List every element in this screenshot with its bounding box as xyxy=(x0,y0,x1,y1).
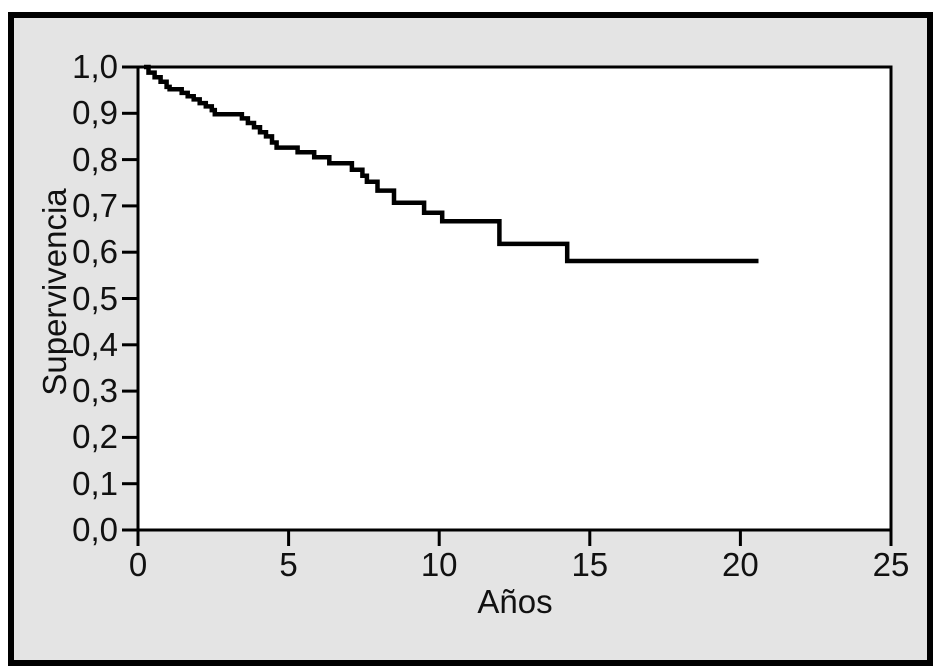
x-tick-label: 20 xyxy=(722,546,759,583)
kaplan-meier-curve xyxy=(144,64,759,264)
y-tick-label: 0,1 xyxy=(72,464,118,502)
y-tick-label: 0,7 xyxy=(72,186,118,224)
axis-ticks xyxy=(122,65,893,546)
y-axis-title: Supervivencia xyxy=(36,188,73,396)
x-tick-label: 25 xyxy=(872,546,910,583)
y-tick-label: 0,4 xyxy=(72,325,118,363)
y-tick-label: 0,6 xyxy=(72,233,118,271)
y-tick-label: 0,0 xyxy=(72,511,118,548)
x-tick-label: 15 xyxy=(571,546,609,583)
y-tick-label: 1,0 xyxy=(72,48,118,85)
x-tick-label: 0 xyxy=(128,546,148,583)
x-axis-title: Años xyxy=(477,583,553,620)
y-tick-label: 0,9 xyxy=(72,94,118,132)
y-tick-label: 0,5 xyxy=(72,279,118,317)
x-tick-label: 10 xyxy=(420,546,458,583)
y-tick-label: 0,2 xyxy=(72,418,118,456)
y-tick-label: 0,8 xyxy=(72,140,118,178)
x-tick-label: 5 xyxy=(279,546,298,583)
y-tick-label: 0,3 xyxy=(72,372,118,410)
plot-area xyxy=(136,65,893,532)
